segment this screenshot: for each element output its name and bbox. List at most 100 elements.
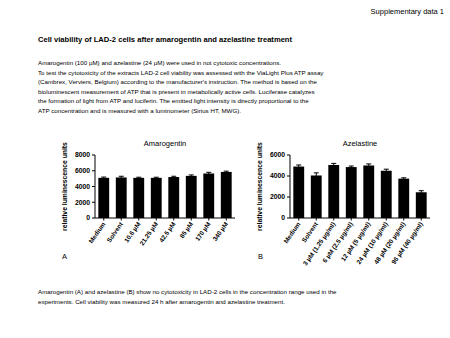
error-cap: [171, 176, 176, 177]
x-tick: [173, 218, 174, 221]
header: Supplementary data 1: [371, 7, 444, 16]
y-tick-label: 0: [281, 214, 285, 221]
y-axis-label: relative luminescence units: [61, 142, 68, 231]
y-tick-label: 0: [86, 214, 90, 221]
page-title: Cell viability of LAD-2 cells after amar…: [38, 35, 293, 44]
error-bar: [349, 166, 354, 168]
y-axis: [290, 155, 291, 218]
bar: [203, 174, 214, 218]
x-tick-label: 340 µM: [211, 221, 230, 243]
y-tick: [287, 155, 290, 156]
error-cap: [206, 172, 211, 173]
paragraph-line: ATP concentration and is measured with a…: [38, 107, 241, 114]
x-tick-label: 96 µM (40 µg/ml): [390, 221, 425, 266]
y-tick-label: 2000: [270, 193, 285, 200]
error-bar: [206, 172, 211, 174]
error-bar: [314, 173, 319, 178]
y-axis-label: relative luminescence units: [256, 142, 263, 231]
error-cap: [101, 177, 106, 178]
error-bar: [366, 164, 371, 167]
error-bar: [154, 177, 159, 178]
y-tick: [92, 186, 95, 187]
x-tick-label: 21.25 µM: [138, 221, 160, 248]
y-tick-label: 6000: [75, 167, 90, 174]
y-tick: [92, 155, 95, 156]
y-tick-label: 2000: [75, 199, 90, 206]
error-cap: [189, 174, 194, 175]
bar: [98, 178, 109, 218]
error-cap: [136, 177, 141, 178]
bar: [168, 177, 179, 218]
bar: [116, 177, 127, 218]
error-cap: [419, 190, 424, 191]
error-bar: [331, 163, 336, 166]
bar: [151, 178, 162, 218]
y-tick-label: 6000: [270, 151, 285, 158]
error-cap: [224, 171, 229, 172]
y-tick-label: 4000: [270, 172, 285, 179]
x-tick: [351, 218, 352, 221]
x-tick: [386, 218, 387, 221]
y-tick: [287, 197, 290, 198]
x-tick: [191, 218, 192, 221]
x-tick: [156, 218, 157, 221]
paragraph-line: bioluminescent measurement of ATP that i…: [38, 88, 315, 95]
bar: [293, 167, 304, 218]
error-cap: [296, 164, 301, 165]
error-cap: [314, 172, 319, 173]
paragraph-line: (Cambrex, Verviers, Belgium) according t…: [38, 78, 318, 85]
page: Supplementary data 1 Cell viability of LA…: [0, 0, 450, 338]
x-tick: [226, 218, 227, 221]
error-bar: [189, 175, 194, 177]
y-tick-label: 4000: [75, 183, 90, 190]
chart-title: Azelastine: [343, 139, 378, 148]
error-cap: [384, 169, 389, 170]
error-cap: [154, 177, 159, 178]
x-tick: [208, 218, 209, 221]
x-tick: [316, 218, 317, 221]
error-cap: [401, 177, 406, 178]
x-tick: [403, 218, 404, 221]
y-tick: [92, 218, 95, 219]
y-tick: [287, 218, 290, 219]
error-cap: [366, 163, 371, 164]
error-bar: [119, 176, 124, 178]
error-bar: [224, 171, 229, 173]
paragraph-line: the formation of light from ATP and luci…: [38, 97, 309, 104]
error-cap: [331, 163, 336, 164]
x-tick: [333, 218, 334, 221]
error-bar: [419, 191, 424, 194]
bar: [328, 165, 339, 218]
x-tick: [103, 218, 104, 221]
x-tick-label: 85 µM: [178, 221, 195, 240]
caption-line: experiments. Cell viability was measured…: [38, 298, 285, 305]
bar: [133, 178, 144, 218]
x-tick-label: 42.5 µM: [158, 221, 178, 245]
bar: [381, 171, 392, 218]
x-tick-label: 170 µM: [194, 221, 213, 243]
panel-label: B: [258, 252, 263, 261]
error-cap: [349, 166, 354, 167]
bar: [186, 176, 197, 218]
caption-line: Amarogentin (A) and azelastine (B) show …: [38, 288, 337, 295]
error-cap: [119, 176, 124, 177]
bar: [221, 172, 232, 218]
error-bar: [136, 177, 141, 178]
paragraph-line: Amarogentin (100 µM) and azelastine (24 …: [38, 59, 281, 66]
error-line: [316, 173, 317, 178]
bar: [416, 192, 427, 218]
panel-label: A: [62, 252, 67, 261]
error-bar: [384, 169, 389, 172]
error-bar: [171, 176, 176, 178]
x-tick: [298, 218, 299, 221]
x-tick-label: Medium: [282, 220, 302, 244]
bar: [311, 175, 322, 218]
bar: [346, 167, 357, 218]
paragraph-line: To test the cytotoxicity of the extracts…: [38, 69, 324, 76]
bar: [363, 166, 374, 219]
error-bar: [401, 178, 406, 180]
x-tick: [121, 218, 122, 221]
x-tick-label: Medium: [87, 220, 107, 244]
chart-title: Amarogentin: [144, 139, 187, 148]
error-bar: [296, 165, 301, 168]
